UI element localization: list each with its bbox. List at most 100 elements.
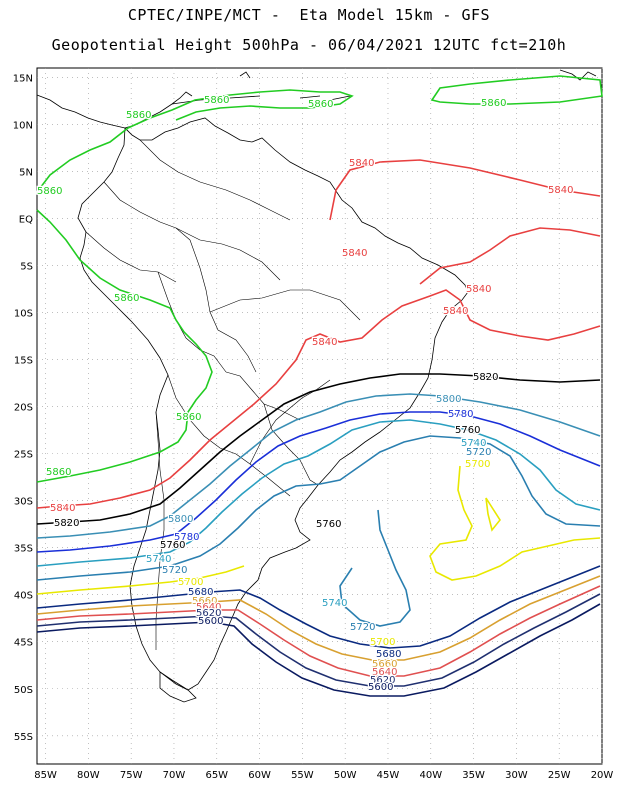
chart-title-line1: CPTEC/INPE/MCT - Eta Model 15km - GFS (127, 6, 491, 24)
contour-label-5740: 5740 (146, 554, 171, 565)
contour-label-5860: 5860 (37, 186, 62, 197)
contour-labels: 5860 5860 5860 5860 5860 5860 5860 5860 5840 5840… (36, 94, 575, 695)
contour-label-5700: 5700 (465, 459, 490, 470)
contour-5840 (36, 159, 601, 509)
contour-label-5740: 5740 (322, 598, 347, 609)
lat-tick-label: 30S (14, 497, 33, 508)
country-borders (85, 139, 361, 650)
lat-tick-label: 15S (14, 356, 33, 367)
contour-label-5660: 5660 (372, 659, 397, 670)
axis-ticks: 15N10N5NEQ5S10S15S20S25S30S35S40S45S50S5… (13, 73, 614, 781)
contour-label-5800: 5800 (168, 514, 193, 525)
contour-label-5620: 5620 (370, 675, 395, 686)
contour-label-5680: 5680 (188, 587, 213, 598)
contour-label-5860: 5860 (204, 95, 229, 106)
contour-label-5720: 5720 (466, 447, 491, 458)
contour-label-5820: 5820 (473, 372, 498, 383)
contour-label-5860: 5860 (481, 98, 506, 109)
lat-tick-label: 20S (14, 403, 33, 414)
contour-label-5840: 5840 (50, 503, 75, 514)
contour-label-5800: 5800 (436, 394, 461, 405)
chart-title-line2: Geopotential Height 500hPa - 06/04/2021 … (51, 36, 567, 54)
lon-tick-label: 75W (120, 770, 143, 781)
lon-tick-label: 25W (548, 770, 571, 781)
contour-label-5780: 5780 (448, 409, 473, 420)
lon-tick-label: 65W (205, 770, 228, 781)
graticule (37, 68, 603, 764)
lon-tick-label: 55W (291, 770, 314, 781)
lat-tick-label: 50S (14, 685, 33, 696)
lat-tick-label: 40S (14, 591, 33, 602)
contour-label-5760: 5760 (160, 540, 185, 551)
lat-tick-label: EQ (19, 214, 33, 225)
contour-label-5720: 5720 (350, 622, 375, 633)
contour-5640 (36, 585, 601, 677)
contour-label-5780: 5780 (174, 532, 199, 543)
contour-5860-andes (36, 209, 213, 483)
lat-tick-label: 5S (20, 262, 33, 273)
contour-label-5840: 5840 (466, 284, 491, 295)
coast-caribbean-islands (171, 71, 351, 105)
lat-tick-label: 45S (14, 638, 33, 649)
contour-label-5840: 5840 (548, 185, 573, 196)
lat-tick-label: 10N (13, 120, 33, 131)
lon-tick-label: 60W (248, 770, 271, 781)
contour-label-5680: 5680 (376, 649, 401, 660)
coast-central-america (36, 91, 193, 129)
contour-label-5620: 5620 (196, 608, 221, 619)
contour-label-5840: 5840 (342, 248, 367, 259)
contour-5720 (36, 435, 601, 581)
contour-label-5740: 5740 (461, 438, 486, 449)
contour-lines (36, 75, 603, 697)
lat-tick-label: 10S (14, 309, 33, 320)
contour-5720-loop (339, 509, 411, 627)
lat-tick-label: 15N (13, 73, 33, 84)
contour-5620 (36, 593, 601, 687)
coastlines (36, 69, 597, 703)
lat-tick-label: 25S (14, 450, 33, 461)
lon-tick-label: 35W (462, 770, 485, 781)
contour-5740 (36, 419, 601, 567)
lon-tick-label: 70W (163, 770, 186, 781)
contour-label-5840: 5840 (349, 158, 374, 169)
contour-label-5860: 5860 (308, 99, 333, 110)
contour-5800 (36, 393, 601, 539)
contour-5860-atlantic (430, 75, 603, 105)
lon-tick-label: 40W (419, 770, 442, 781)
contour-5600 (36, 603, 601, 697)
lat-tick-label: 35S (14, 544, 33, 555)
lat-tick-label: 55S (14, 732, 33, 743)
lon-tick-label: 30W (505, 770, 528, 781)
lon-tick-label: 50W (334, 770, 357, 781)
coast-africa-edge (559, 69, 597, 81)
map-frame (36, 67, 603, 765)
contour-label-5860: 5860 (176, 412, 201, 423)
coast-tierra-del-fuego (159, 671, 197, 703)
contour-label-5640: 5640 (196, 602, 221, 613)
contour-5780 (36, 411, 601, 553)
contour-label-5860: 5860 (46, 467, 71, 478)
contour-label-5820: 5820 (54, 518, 79, 529)
lon-tick-label: 85W (34, 770, 57, 781)
contour-label-5600: 5600 (368, 682, 393, 693)
contour-5680 (36, 565, 601, 649)
contour-label-5840: 5840 (312, 337, 337, 348)
contour-5860-north (36, 89, 354, 193)
lat-tick-label: 5N (19, 167, 33, 178)
contour-5700 (36, 465, 601, 595)
contour-5820 (36, 373, 601, 525)
contour-label-5840: 5840 (443, 306, 468, 317)
contour-5660 (36, 575, 601, 661)
coast-south-america (77, 117, 469, 691)
contour-label-5860: 5860 (114, 293, 139, 304)
lon-tick-label: 45W (377, 770, 400, 781)
lon-tick-label: 80W (77, 770, 100, 781)
contour-label-5720: 5720 (162, 565, 187, 576)
lon-tick-label: 20W (591, 770, 614, 781)
contour-label-5860: 5860 (126, 110, 151, 121)
contour-label-5600: 5600 (198, 616, 223, 627)
contour-label-5700: 5700 (178, 577, 203, 588)
contour-label-5660: 5660 (192, 596, 217, 607)
contour-label-5700: 5700 (370, 637, 395, 648)
